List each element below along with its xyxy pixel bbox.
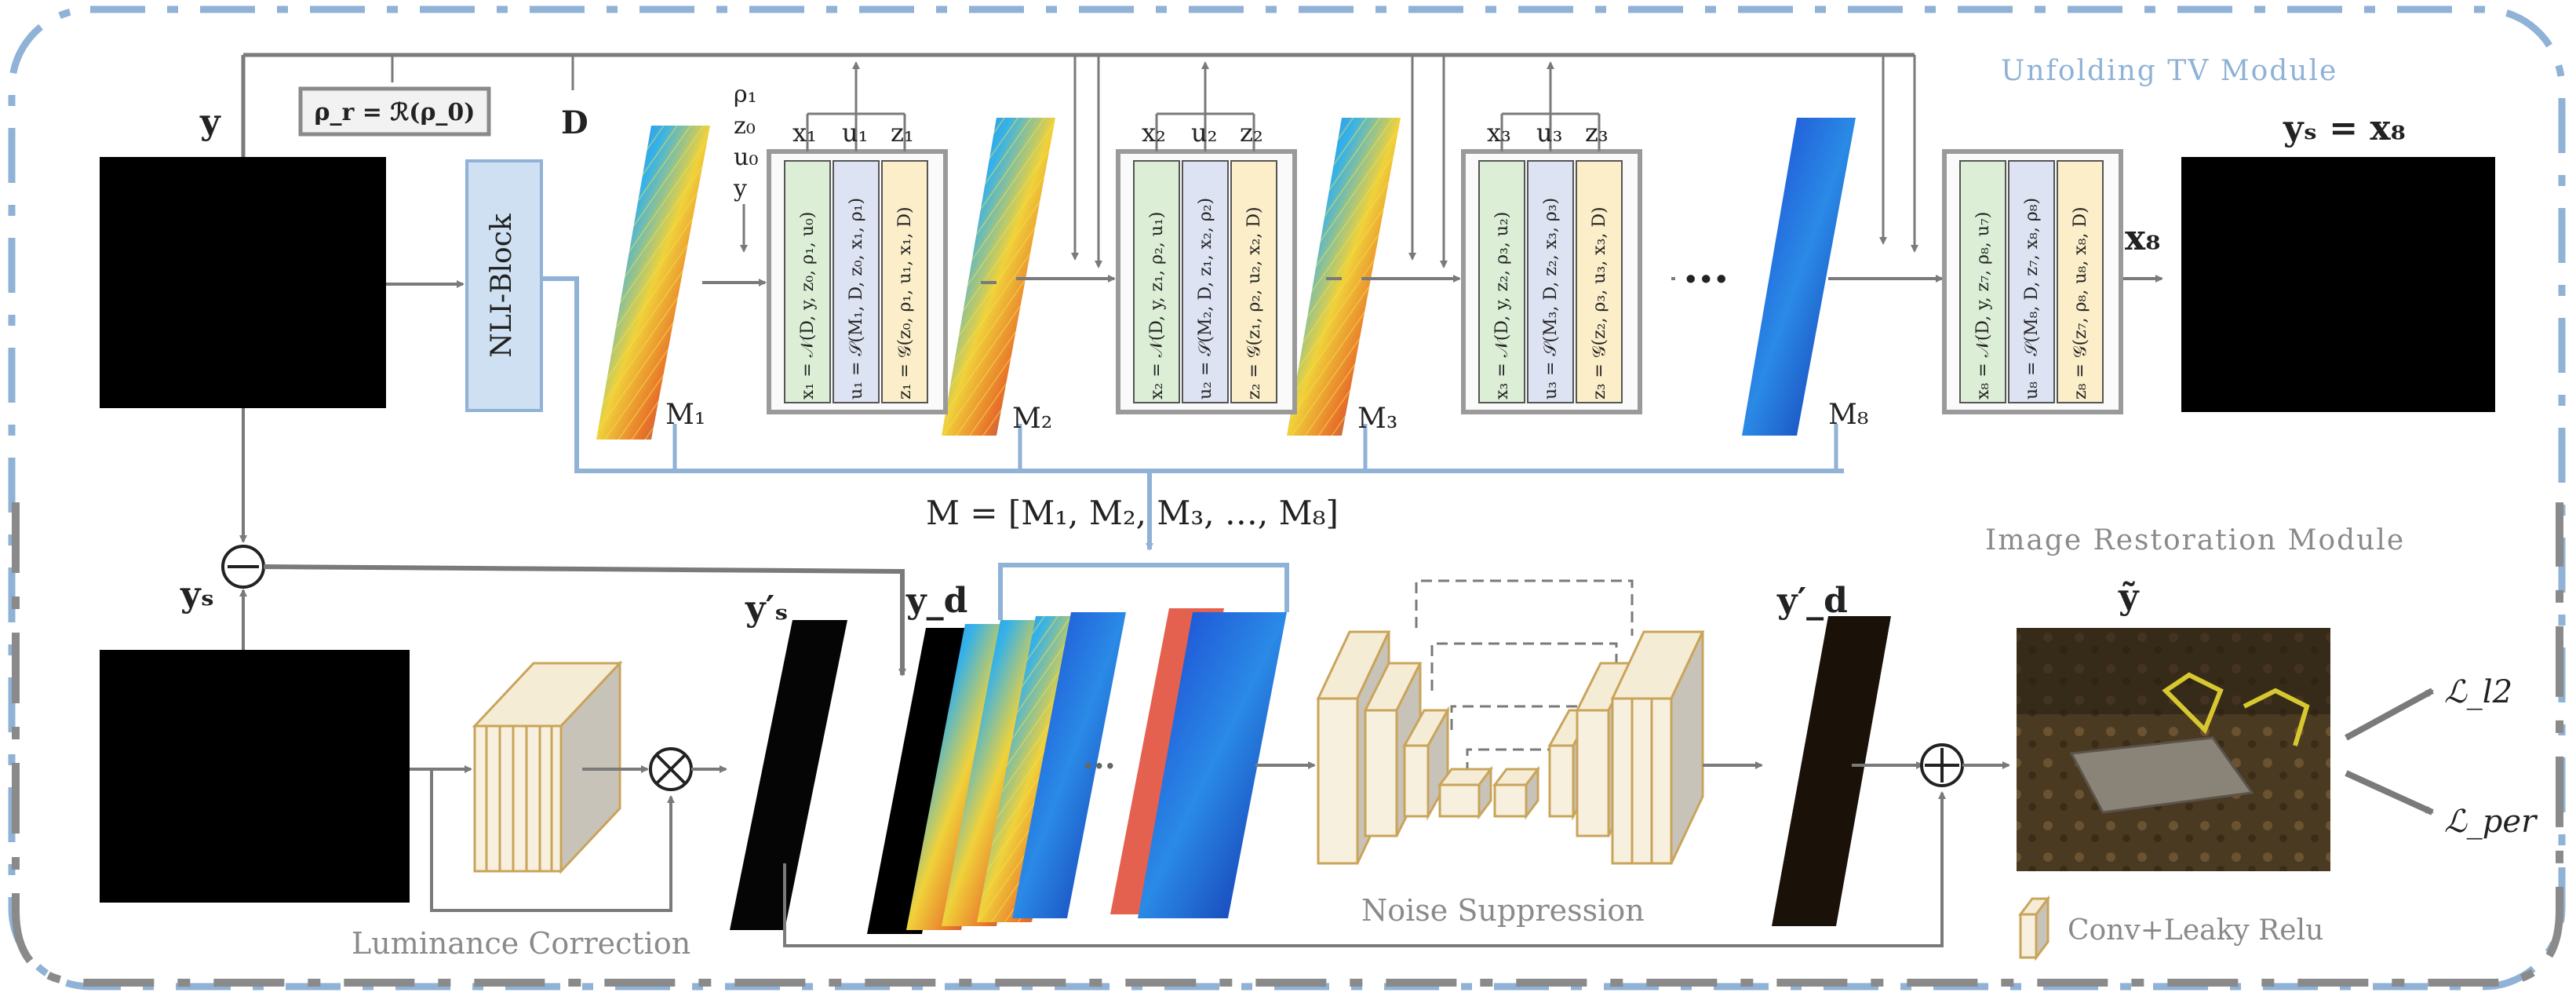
image-ys-prime bbox=[730, 620, 847, 930]
svg-text:y: y bbox=[733, 175, 747, 202]
stage-block-8: x₈ = 𝒩(D, y, z₇, ρ₈, u₇) u₈ = 𝒮(M₈, D, z… bbox=[1942, 149, 2123, 414]
stage-3-eq-x: x₃ = 𝒩(D, y, z₂, ρ₃, u₂) bbox=[1492, 212, 1512, 399]
map-label-m8: M₈ bbox=[1828, 399, 1868, 431]
m-to-stack-line bbox=[998, 563, 1289, 620]
noise-suppression-label: Noise Suppression bbox=[1361, 893, 1645, 928]
yd-prime-label: y′_d bbox=[1776, 581, 1848, 621]
stage-block-1: x₁ = 𝒩(D, y, z₀, ρ₁, u₀) u₁ = 𝒮(M₁, D, z… bbox=[767, 61, 948, 414]
svg-text:x₁: x₁ bbox=[792, 118, 817, 148]
svg-text:x₃: x₃ bbox=[1487, 118, 1511, 148]
legend-label: Conv+Leaky Relu bbox=[2068, 914, 2323, 947]
svg-text:z₀: z₀ bbox=[734, 112, 756, 140]
ys-output-label: yₛ = x₈ bbox=[2283, 108, 2406, 148]
svg-text:x₂: x₂ bbox=[1142, 118, 1166, 148]
noise-suppression-unet bbox=[1316, 579, 1705, 865]
stage-1-eq-z: z₁ = 𝒢(z₀, ρ₁, u₁, x₁, D) bbox=[895, 206, 915, 399]
stage-2-eq-z: z₂ = 𝒢(z₁, ρ₂, u₂, x₂, D) bbox=[1244, 206, 1264, 399]
loss-l2: ℒ_l2 bbox=[2444, 674, 2512, 710]
stage-3-eq-u: u₃ = 𝒮(M₃, D, z₂, x₃, ρ₃) bbox=[1541, 198, 1561, 399]
stage-8-eq-x: x₈ = 𝒩(D, y, z₇, ρ₈, u₇) bbox=[1973, 212, 1993, 399]
legend-conv-leaky-relu bbox=[2018, 895, 2050, 961]
luminance-conv-stack bbox=[472, 660, 623, 874]
luminance-correction-label: Luminance Correction bbox=[352, 926, 690, 961]
yd-label: y_d bbox=[905, 581, 967, 621]
output-image-ys bbox=[2181, 157, 2495, 412]
nli-block bbox=[465, 159, 543, 412]
initial-variables: ρ₁ z₀ u₀ y bbox=[733, 81, 758, 202]
stage-2-eq-x: x₂ = 𝒩(D, y, z₁, ρ₂, u₁) bbox=[1147, 212, 1167, 399]
rho-equation-box bbox=[298, 86, 491, 137]
m-equation: M = [M₁, M₂, M₃, …, M₈] bbox=[926, 494, 1339, 532]
stage-8-eq-z: z₈ = 𝒢(z₇, ρ₈, u₈, x₈, D) bbox=[2071, 206, 2090, 399]
stack-map-8 bbox=[1138, 612, 1287, 918]
svg-text:u₃: u₃ bbox=[1536, 118, 1562, 148]
ys-prime-label: y′ₛ bbox=[745, 589, 789, 629]
svg-text:u₂: u₂ bbox=[1191, 118, 1217, 148]
stack-map-4 bbox=[1012, 612, 1126, 918]
map-label-m3: M₃ bbox=[1357, 403, 1397, 435]
unfolding-module-title: Unfolding TV Module bbox=[2001, 55, 2337, 87]
map-label-m2: M₂ bbox=[1012, 403, 1052, 435]
stage-8-eq-u: u₈ = 𝒮(M₈, D, z₇, x₈, ρ₈) bbox=[2022, 198, 2042, 399]
restored-image bbox=[2017, 628, 2330, 871]
stage-2-eq-u: u₂ = 𝒮(M₂, D, z₁, x₂, ρ₂) bbox=[1196, 198, 1215, 399]
restoration-module-title: Image Restoration Module bbox=[1985, 524, 2405, 556]
input-image-y bbox=[100, 157, 386, 408]
yd-path bbox=[263, 564, 906, 677]
rho-equation: ρ_r = ℛ(ρ_0) bbox=[315, 99, 475, 126]
stage-block-2: x₂ = 𝒩(D, y, z₁, ρ₂, u₁) u₂ = 𝒮(M₂, D, z… bbox=[1116, 61, 1297, 414]
x8-label: x₈ bbox=[2125, 218, 2161, 258]
stage-1-eq-u: u₁ = 𝒮(M₁, D, z₀, x₁, ρ₁) bbox=[847, 198, 866, 399]
stack-ellipsis: ··· bbox=[1083, 748, 1116, 785]
svg-text:ρ₁: ρ₁ bbox=[734, 81, 757, 108]
stage-3-eq-z: z₃ = 𝒢(z₂, ρ₃, u₃, x₃, D) bbox=[1590, 206, 1609, 399]
stage-1-eq-x: x₁ = 𝒩(D, y, z₀, ρ₁, u₀) bbox=[798, 212, 818, 399]
image-yd-prime bbox=[1772, 616, 1891, 926]
input-y-label: y bbox=[199, 102, 221, 142]
svg-text:z₃: z₃ bbox=[1585, 118, 1609, 148]
svg-text:z₂: z₂ bbox=[1240, 118, 1263, 148]
stage-block-3: x₃ = 𝒩(D, y, z₂, ρ₃, u₂) u₃ = 𝒮(M₃, D, z… bbox=[1461, 61, 1642, 414]
d-label: D bbox=[561, 104, 588, 141]
svg-text:z₁: z₁ bbox=[891, 118, 914, 148]
feature-map-m8 bbox=[1742, 118, 1856, 436]
restoration-module-border bbox=[12, 502, 2563, 987]
loss-per: ℒ_per bbox=[2444, 804, 2538, 840]
stage-ellipsis: ··· bbox=[1683, 254, 1729, 305]
image-ys bbox=[100, 650, 410, 903]
svg-text:u₁: u₁ bbox=[842, 118, 868, 148]
nli-block-label: NLI-Block bbox=[486, 213, 518, 358]
m-collector-line bbox=[541, 276, 1844, 473]
svg-text:u₀: u₀ bbox=[734, 144, 758, 171]
ys-minus-label: yₛ bbox=[180, 575, 214, 615]
y-tilde-label: ỹ bbox=[2118, 577, 2140, 617]
map-label-m1: M₁ bbox=[665, 399, 705, 431]
